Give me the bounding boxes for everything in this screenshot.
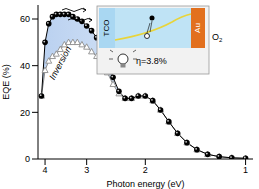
svg-text:EQE (%): EQE (%) (8, 64, 11, 100)
svg-text:TCO: TCO (102, 20, 111, 37)
svg-text:1: 1 (243, 165, 248, 175)
svg-text:Photon energy (eV): Photon energy (eV) (106, 179, 184, 189)
svg-text:60: 60 (20, 14, 30, 24)
svg-text:4: 4 (43, 165, 48, 175)
svg-text:3: 3 (84, 165, 89, 175)
svg-text:2: 2 (143, 165, 148, 175)
svg-text:20: 20 (20, 108, 30, 118)
html-text:Inversion: Inversion (47, 44, 74, 82)
svg-text:40: 40 (20, 61, 30, 71)
svg-text:O2: O2 (212, 32, 223, 43)
svg-text:Au: Au (193, 23, 202, 33)
svg-text:0: 0 (25, 154, 30, 164)
svg-text:η=3.8%: η=3.8% (136, 56, 167, 66)
